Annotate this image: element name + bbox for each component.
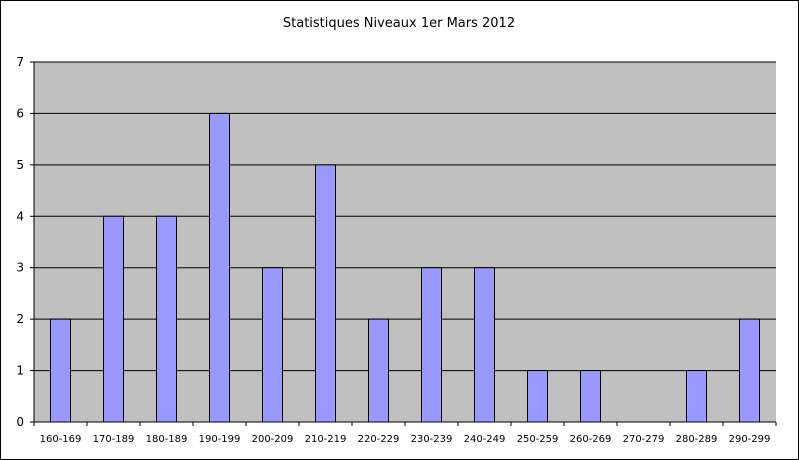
y-tick-label: 2	[16, 312, 24, 326]
bar	[315, 164, 336, 423]
bars	[50, 112, 760, 423]
bar	[156, 215, 177, 423]
y-tick-label: 0	[16, 415, 24, 429]
y-tick-label: 5	[16, 158, 24, 172]
plot-area	[34, 62, 776, 422]
x-tick-label: 190-199	[199, 434, 241, 445]
x-tick-label: 210-219	[305, 434, 347, 445]
x-tick-label: 220-229	[358, 434, 400, 445]
bar	[580, 370, 601, 423]
x-tick-label: 250-259	[517, 434, 559, 445]
y-tick-label: 6	[16, 106, 24, 120]
bar	[103, 215, 124, 423]
x-tick-label: 160-169	[40, 434, 82, 445]
x-tick-label: 240-249	[464, 434, 506, 445]
bar	[209, 112, 230, 423]
bar	[368, 318, 389, 423]
y-tick-label: 7	[16, 55, 24, 69]
bar	[262, 267, 283, 423]
y-tick-label: 4	[16, 209, 24, 223]
y-axis-ticks: 0 1 2 3 4 5 6 7	[16, 55, 34, 429]
bar	[421, 267, 442, 423]
bar	[50, 318, 71, 423]
x-tick-label: 280-289	[676, 434, 718, 445]
x-axis-ticks: 160-169 170-189 180-189 190-199 200-209 210-2…	[33, 422, 777, 445]
x-tick-label: 260-269	[570, 434, 612, 445]
x-tick-label: 230-239	[411, 434, 453, 445]
bar	[739, 318, 760, 423]
bar	[474, 267, 495, 423]
y-tick-label: 3	[16, 261, 24, 275]
x-tick-label: 290-299	[729, 434, 771, 445]
y-tick-label: 1	[16, 364, 24, 378]
bar	[527, 370, 548, 423]
chart-title: Statistiques Niveaux 1er Mars 2012	[283, 16, 515, 31]
x-tick-label: 200-209	[252, 434, 294, 445]
x-tick-label: 180-189	[146, 434, 188, 445]
x-tick-label: 270-279	[623, 434, 665, 445]
bar	[686, 370, 707, 423]
x-tick-label: 170-189	[93, 434, 135, 445]
